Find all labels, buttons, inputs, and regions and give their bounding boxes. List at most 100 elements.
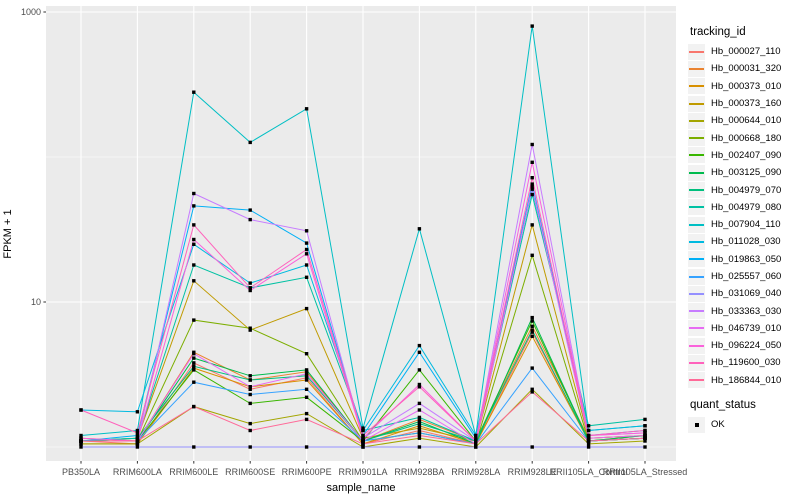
legend-swatch [688, 43, 705, 60]
data-point [643, 417, 647, 422]
legend-item: Hb_019863_050 [688, 251, 800, 268]
legend-key-line [689, 292, 704, 295]
data-point [417, 431, 422, 435]
legend-item-label: Hb_004979_080 [711, 201, 782, 213]
data-point [361, 426, 365, 430]
legend-swatch [688, 199, 705, 216]
data-point [79, 439, 83, 443]
legend-item-label: Hb_031069_040 [711, 288, 782, 300]
data-point [530, 324, 534, 328]
legend-item: Hb_007904_110 [688, 216, 800, 233]
legend-key-line [689, 171, 704, 174]
legend-key-point [694, 422, 699, 427]
legend-item-label: Hb_033363_030 [711, 305, 782, 317]
legend-item-label: Hb_003125_090 [711, 167, 782, 179]
data-point [643, 424, 647, 428]
data-point [530, 366, 534, 370]
data-point [530, 24, 534, 28]
data-point [79, 408, 83, 412]
legend-swatch [688, 233, 705, 250]
legend-key-line [689, 189, 704, 192]
legend-shape-title: quant_status [690, 398, 756, 411]
x-tick-label: RRIM928LE [507, 467, 557, 477]
x-tick-label: RRIM600LE [169, 467, 219, 477]
data-point [304, 378, 309, 382]
legend-swatch [688, 285, 705, 302]
legend-key-line [689, 67, 704, 70]
data-point [643, 433, 647, 438]
data-point [304, 411, 309, 416]
legend-key-line [689, 85, 704, 88]
legend-swatch [688, 182, 705, 199]
data-point [586, 439, 591, 443]
data-point [417, 433, 422, 438]
x-tick-label: RRIM901LA [338, 467, 388, 477]
data-point [192, 90, 196, 94]
data-point [304, 263, 309, 267]
data-point [530, 185, 534, 189]
legend-item: Hb_011028_030 [688, 233, 800, 250]
data-point [530, 182, 534, 186]
data-point [530, 319, 534, 323]
data-point [248, 378, 252, 382]
data-point [192, 279, 196, 283]
legend-swatch [688, 416, 705, 433]
legend-swatch [688, 130, 705, 147]
legend-item-label: OK [711, 419, 725, 431]
data-point [135, 428, 140, 433]
data-point [248, 328, 252, 332]
data-point [586, 428, 591, 433]
legend-item-label: Hb_000644_010 [711, 115, 782, 127]
legend-item: Hb_002407_090 [688, 147, 800, 164]
data-point [248, 208, 252, 212]
legend-item-label: Hb_000373_010 [711, 80, 782, 92]
data-point [304, 306, 309, 311]
data-point [192, 356, 196, 360]
data-point [530, 330, 534, 334]
data-point [304, 376, 309, 380]
legend-item-label: Hb_186844_010 [711, 374, 782, 386]
legend-key-line [689, 258, 704, 261]
data-point [192, 204, 196, 208]
data-point [192, 237, 196, 242]
legend-item-label: Hb_004979_070 [711, 184, 782, 196]
legend-item: Hb_000027_110 [688, 43, 800, 60]
data-point [586, 433, 591, 438]
data-point [474, 433, 478, 438]
data-point [192, 380, 196, 384]
data-point [417, 343, 422, 348]
data-point [530, 445, 534, 449]
data-point [586, 436, 591, 440]
data-point [474, 442, 478, 446]
data-point [248, 421, 252, 426]
x-tick-label: PB350LA [61, 467, 101, 477]
data-point [304, 374, 309, 378]
legend-item-label: Hb_000373_160 [711, 98, 782, 110]
x-tick-label: RRIM600SE [225, 467, 276, 477]
legend-key-line [689, 223, 704, 226]
legend-swatch [688, 78, 705, 95]
legend-item: Hb_031069_040 [688, 285, 800, 302]
legend-item-label: Hb_046739_010 [711, 322, 782, 334]
data-point [135, 433, 140, 438]
data-point [304, 370, 309, 374]
data-point [304, 417, 309, 422]
legend-item: Hb_033363_030 [688, 302, 800, 320]
data-point [417, 445, 422, 449]
data-point [361, 445, 365, 449]
x-tick-label: RRII105LA_Stressed [602, 467, 688, 477]
data-point [79, 442, 83, 446]
legend-swatch [688, 303, 705, 320]
data-point [192, 223, 196, 227]
x-tick-label: RRIM928LA [451, 467, 501, 477]
data-point [248, 288, 252, 293]
data-point [530, 176, 534, 180]
data-point [530, 142, 534, 147]
data-point [586, 442, 591, 446]
y-axis-title: FPKM + 1 [2, 209, 14, 259]
legend-item: Hb_046739_010 [688, 320, 800, 337]
data-point [248, 374, 252, 378]
data-point [304, 352, 309, 356]
data-point [304, 445, 309, 449]
legend-swatch [688, 112, 705, 129]
